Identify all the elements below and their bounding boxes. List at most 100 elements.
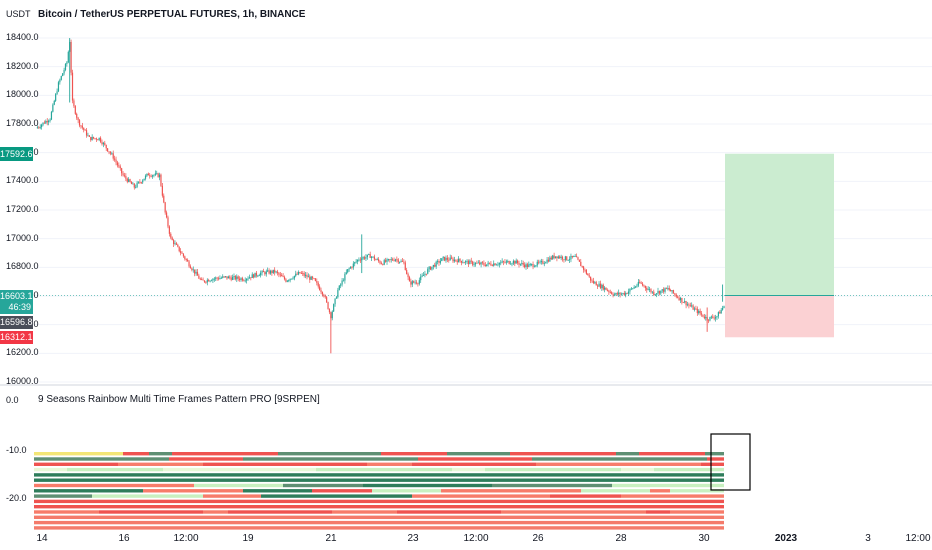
candle-body bbox=[619, 292, 621, 295]
candle-body bbox=[135, 186, 137, 188]
candle-body bbox=[261, 270, 263, 273]
candle bbox=[39, 124, 41, 130]
candle-body bbox=[528, 264, 530, 267]
candle-body bbox=[50, 111, 53, 120]
candle bbox=[410, 278, 412, 288]
candle-body bbox=[577, 257, 579, 260]
candle-body bbox=[77, 117, 79, 121]
candle-body bbox=[146, 173, 148, 176]
candle-body bbox=[559, 256, 561, 259]
indicator-bar-segment bbox=[34, 526, 724, 530]
candle bbox=[508, 260, 510, 265]
candle bbox=[74, 105, 76, 115]
candle bbox=[552, 254, 554, 260]
indicator-bar-segment bbox=[261, 494, 412, 498]
candle bbox=[411, 280, 413, 288]
indicator-bar-segment bbox=[550, 494, 621, 498]
candle-body bbox=[637, 281, 639, 286]
candle bbox=[408, 275, 411, 282]
candle-body bbox=[362, 257, 364, 259]
indicator-bar-segment bbox=[397, 510, 501, 514]
candle bbox=[288, 279, 290, 283]
candle bbox=[456, 258, 458, 265]
candle-body bbox=[323, 294, 325, 297]
candle bbox=[400, 259, 402, 263]
candle-body bbox=[380, 263, 383, 265]
candle bbox=[234, 275, 236, 281]
candle bbox=[41, 123, 43, 130]
candle-body bbox=[196, 271, 199, 276]
candle-body bbox=[302, 273, 304, 274]
candle bbox=[125, 173, 127, 181]
candle bbox=[282, 273, 284, 278]
candle-body bbox=[487, 262, 489, 265]
candle-body bbox=[648, 289, 651, 291]
candle-body bbox=[508, 261, 510, 264]
candle-body bbox=[671, 290, 673, 292]
candle-body bbox=[415, 282, 418, 284]
candle bbox=[511, 262, 513, 267]
candle-body bbox=[713, 317, 715, 319]
candle-body bbox=[83, 127, 85, 130]
candle bbox=[543, 261, 545, 267]
candle bbox=[67, 50, 69, 64]
candle bbox=[337, 287, 339, 299]
price-tick-label: 18200.0 bbox=[6, 60, 39, 71]
candle-body bbox=[595, 282, 597, 286]
candle bbox=[491, 264, 493, 267]
candle bbox=[522, 260, 524, 268]
candle bbox=[43, 120, 46, 124]
candle-body bbox=[84, 129, 86, 131]
candle bbox=[135, 184, 137, 189]
candle-body bbox=[511, 263, 513, 265]
candle-body bbox=[194, 269, 196, 274]
candle-body bbox=[394, 259, 397, 261]
candle bbox=[407, 272, 409, 281]
candle-body bbox=[691, 305, 693, 307]
candle bbox=[358, 257, 360, 262]
candle-body bbox=[568, 259, 571, 261]
candle-body bbox=[57, 82, 60, 92]
long-position-stop-zone[interactable] bbox=[725, 295, 834, 338]
candle-body bbox=[220, 277, 222, 279]
candle-body bbox=[507, 261, 509, 262]
candle bbox=[604, 286, 606, 293]
candle-body bbox=[494, 263, 496, 266]
candle-body bbox=[95, 138, 97, 140]
candle bbox=[62, 73, 64, 77]
grid-lines bbox=[34, 37, 932, 383]
candle-body bbox=[592, 280, 595, 283]
candle-body bbox=[375, 259, 377, 261]
candle-body bbox=[92, 136, 95, 139]
candle-body bbox=[109, 152, 112, 154]
current-price-value: 16603.1 bbox=[0, 291, 33, 301]
candle bbox=[577, 256, 579, 261]
candle-body bbox=[699, 310, 701, 314]
candle-body bbox=[219, 278, 221, 280]
candle bbox=[564, 255, 566, 262]
candle-body bbox=[393, 260, 395, 262]
candle bbox=[208, 278, 210, 282]
candle-body bbox=[486, 264, 488, 267]
candle bbox=[205, 281, 207, 284]
candle bbox=[184, 255, 186, 261]
candle bbox=[292, 276, 294, 280]
candle bbox=[81, 122, 83, 130]
candle bbox=[668, 285, 670, 292]
candle bbox=[276, 269, 279, 276]
candle-body bbox=[161, 185, 163, 196]
candle bbox=[571, 255, 573, 259]
candle bbox=[194, 269, 196, 277]
price-tick-label: 18400.0 bbox=[6, 32, 39, 42]
candle bbox=[240, 277, 242, 282]
candle-body bbox=[170, 233, 172, 238]
long-position-target-zone[interactable] bbox=[725, 153, 834, 296]
indicator-title[interactable]: 9 Seasons Rainbow Multi Time Frames Patt… bbox=[38, 394, 320, 405]
candle bbox=[474, 262, 477, 267]
candle bbox=[380, 261, 383, 265]
indicator-bar-segment bbox=[201, 499, 323, 504]
candle-body bbox=[627, 291, 630, 294]
indicator-bar-segment bbox=[34, 452, 60, 456]
price-tick-label: 17400.0 bbox=[6, 175, 39, 186]
